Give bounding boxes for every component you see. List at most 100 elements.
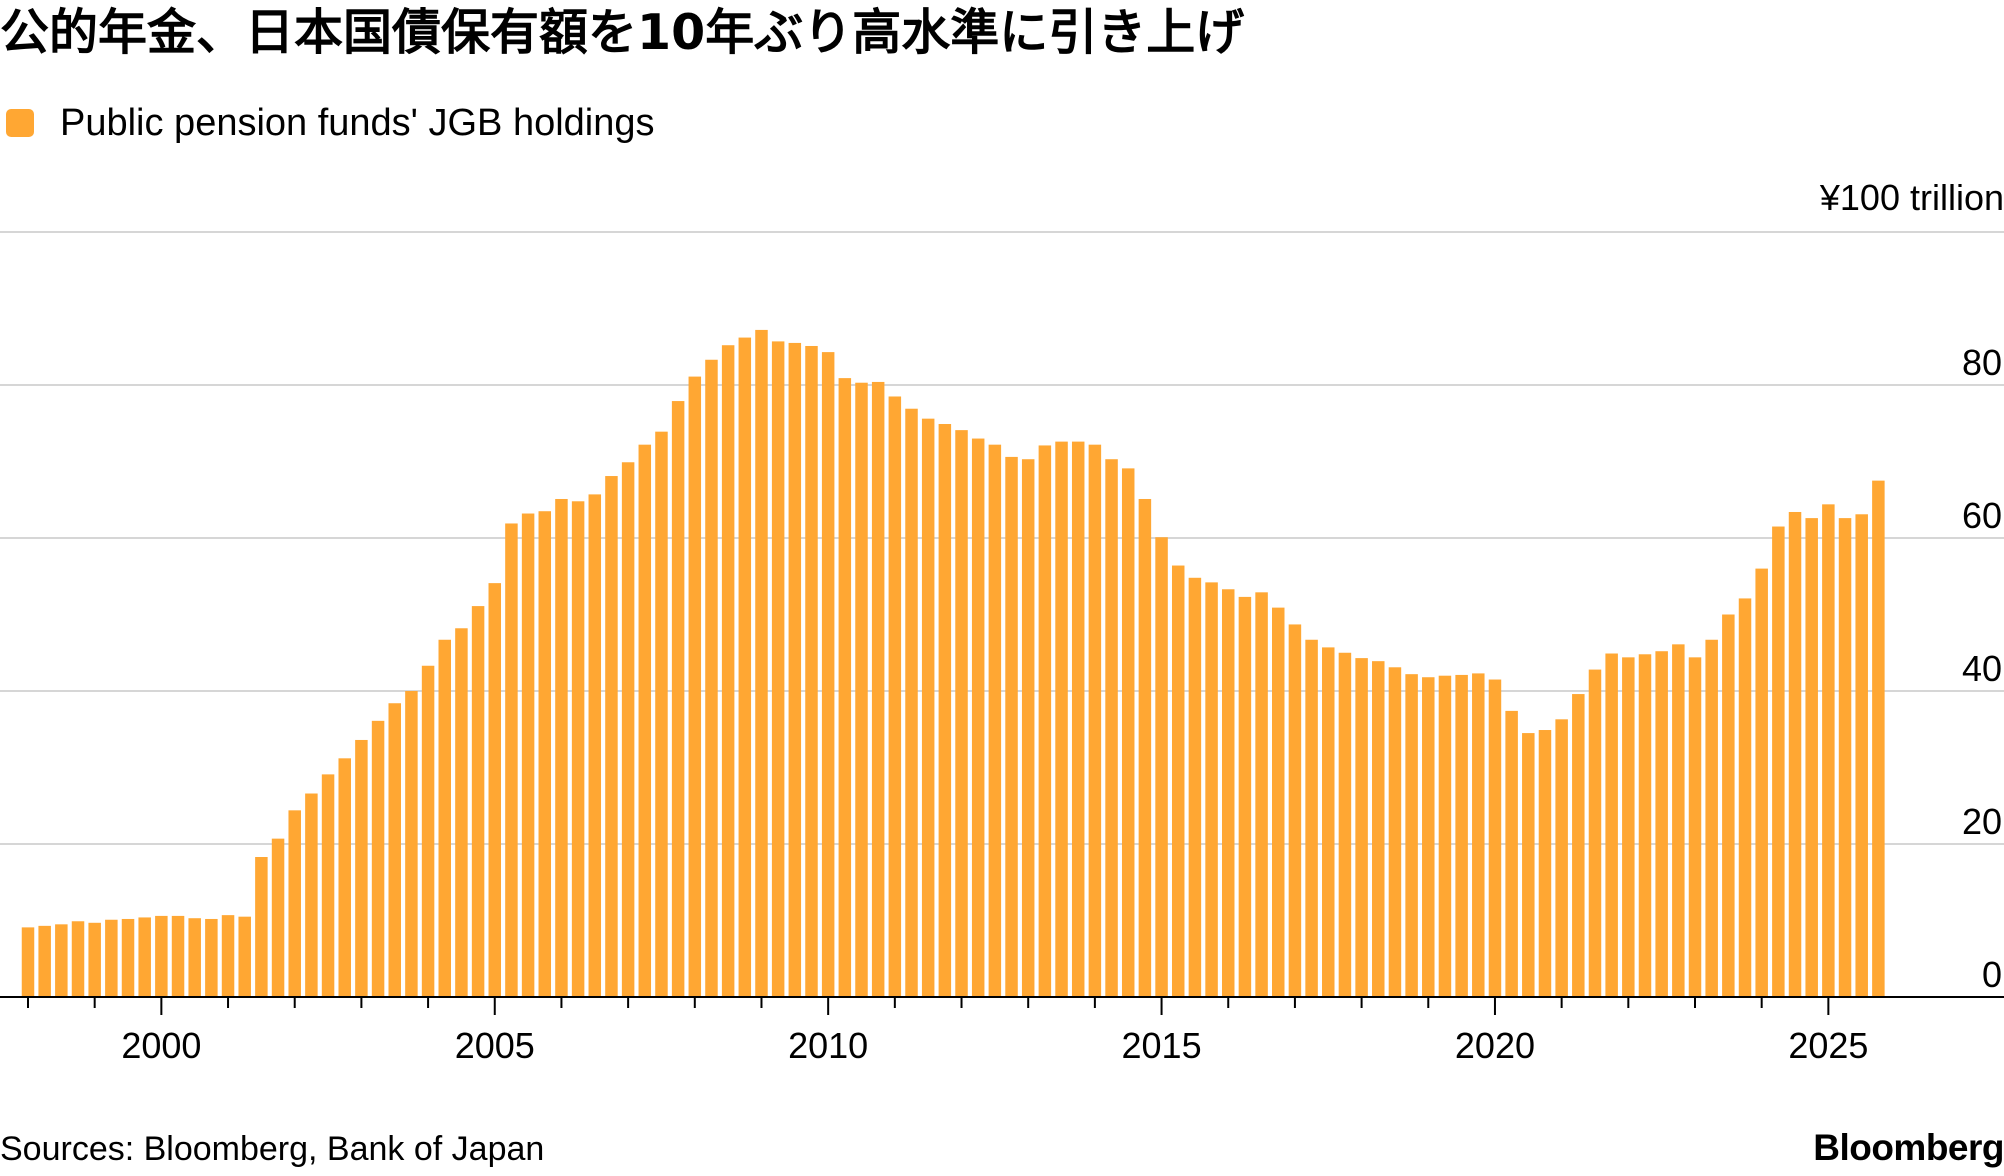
bar xyxy=(355,739,368,997)
bar xyxy=(155,915,168,997)
bar xyxy=(371,720,385,997)
bar xyxy=(721,345,735,998)
bar xyxy=(955,430,968,997)
bar xyxy=(1322,647,1335,997)
bar xyxy=(755,329,768,997)
bar xyxy=(1088,444,1102,997)
x-axis-tick-label: 2005 xyxy=(455,1025,535,1066)
bar xyxy=(488,583,502,997)
bar xyxy=(1555,719,1568,997)
bar xyxy=(921,418,935,997)
bar xyxy=(1755,568,1768,997)
bar xyxy=(71,921,85,997)
bar xyxy=(788,342,802,997)
source-note: Sources: Bloomberg, Bank of Japan xyxy=(0,1130,545,1168)
bar xyxy=(1688,657,1702,997)
bar xyxy=(655,431,668,997)
bar xyxy=(821,352,835,997)
bar xyxy=(1121,468,1135,997)
bar xyxy=(1722,614,1735,997)
bar xyxy=(1422,677,1435,997)
x-axis: 2000 2005 2010 2015 2020 2025 xyxy=(0,996,2004,1066)
bar xyxy=(1738,598,1752,997)
bar xyxy=(1505,710,1518,997)
bar xyxy=(621,462,635,997)
bar xyxy=(805,345,818,997)
bar xyxy=(838,378,852,997)
bar xyxy=(871,381,885,997)
bar xyxy=(205,918,218,997)
bar xyxy=(1705,639,1718,997)
bar xyxy=(1572,694,1585,997)
gridlines xyxy=(0,231,2004,845)
y-axis-tick-label: 0 xyxy=(1982,954,2002,995)
bar xyxy=(1288,624,1302,997)
bar xyxy=(138,917,151,997)
bar xyxy=(1538,730,1552,997)
bar xyxy=(1272,607,1285,997)
bar xyxy=(855,382,868,998)
y-axis-unit-label: ¥100 trillion xyxy=(1819,177,2004,218)
bar xyxy=(1305,639,1318,997)
bar xyxy=(288,810,301,997)
bar xyxy=(1372,661,1385,997)
bar xyxy=(1405,674,1418,997)
bar xyxy=(388,703,401,997)
bar xyxy=(405,691,418,997)
bar xyxy=(1038,445,1052,997)
bar xyxy=(1388,667,1402,997)
y-axis-tick-label: 40 xyxy=(1962,648,2002,689)
bar xyxy=(1788,511,1802,997)
bar xyxy=(571,501,585,997)
y-axis-tick-label: 80 xyxy=(1962,342,2002,383)
bar xyxy=(888,396,902,998)
bar xyxy=(688,376,702,998)
bar xyxy=(1772,526,1785,997)
bar xyxy=(671,401,685,997)
bar xyxy=(1171,565,1185,997)
bar xyxy=(605,476,618,997)
bar xyxy=(1021,459,1035,998)
bar xyxy=(538,511,552,997)
legend: Public pension funds' JGB holdings xyxy=(6,100,655,146)
bar xyxy=(1238,596,1252,997)
bar xyxy=(1805,518,1818,997)
bar xyxy=(1655,651,1668,997)
bar xyxy=(305,793,318,997)
bar xyxy=(271,838,285,997)
bar xyxy=(1472,673,1485,997)
bar xyxy=(321,774,335,997)
x-axis-tick-label: 2020 xyxy=(1455,1025,1535,1066)
bar xyxy=(255,857,268,997)
bar xyxy=(1605,653,1618,997)
bar xyxy=(1188,577,1202,997)
bar xyxy=(171,915,185,997)
bar xyxy=(1438,675,1452,997)
bar xyxy=(1822,504,1835,997)
bar xyxy=(1055,441,1068,997)
bar xyxy=(1638,654,1652,997)
bar xyxy=(1105,459,1118,998)
bar xyxy=(21,927,35,997)
bar xyxy=(1355,658,1368,997)
brand-logo: Bloomberg xyxy=(1813,1127,2004,1168)
bar xyxy=(38,925,51,997)
bar-chart: 2000 2005 2010 2015 2020 2025 0 20 40 60 80 xyxy=(0,231,2004,1066)
bar xyxy=(521,513,535,997)
bar xyxy=(1488,679,1502,997)
bar xyxy=(88,922,101,997)
bar xyxy=(905,408,918,998)
bar xyxy=(1522,733,1535,997)
bar xyxy=(1205,582,1218,997)
x-axis-tick-label: 2000 xyxy=(121,1025,201,1066)
bar xyxy=(1838,518,1852,997)
bar xyxy=(421,665,435,997)
bar xyxy=(1338,652,1352,997)
bar xyxy=(705,359,718,997)
x-axis-tick-label: 2015 xyxy=(1122,1025,1202,1066)
bar xyxy=(988,444,1002,997)
bar xyxy=(638,444,652,997)
y-axis-tick-labels: 0 20 40 60 80 xyxy=(1962,342,2002,995)
bar xyxy=(555,498,568,997)
bar xyxy=(105,919,118,997)
